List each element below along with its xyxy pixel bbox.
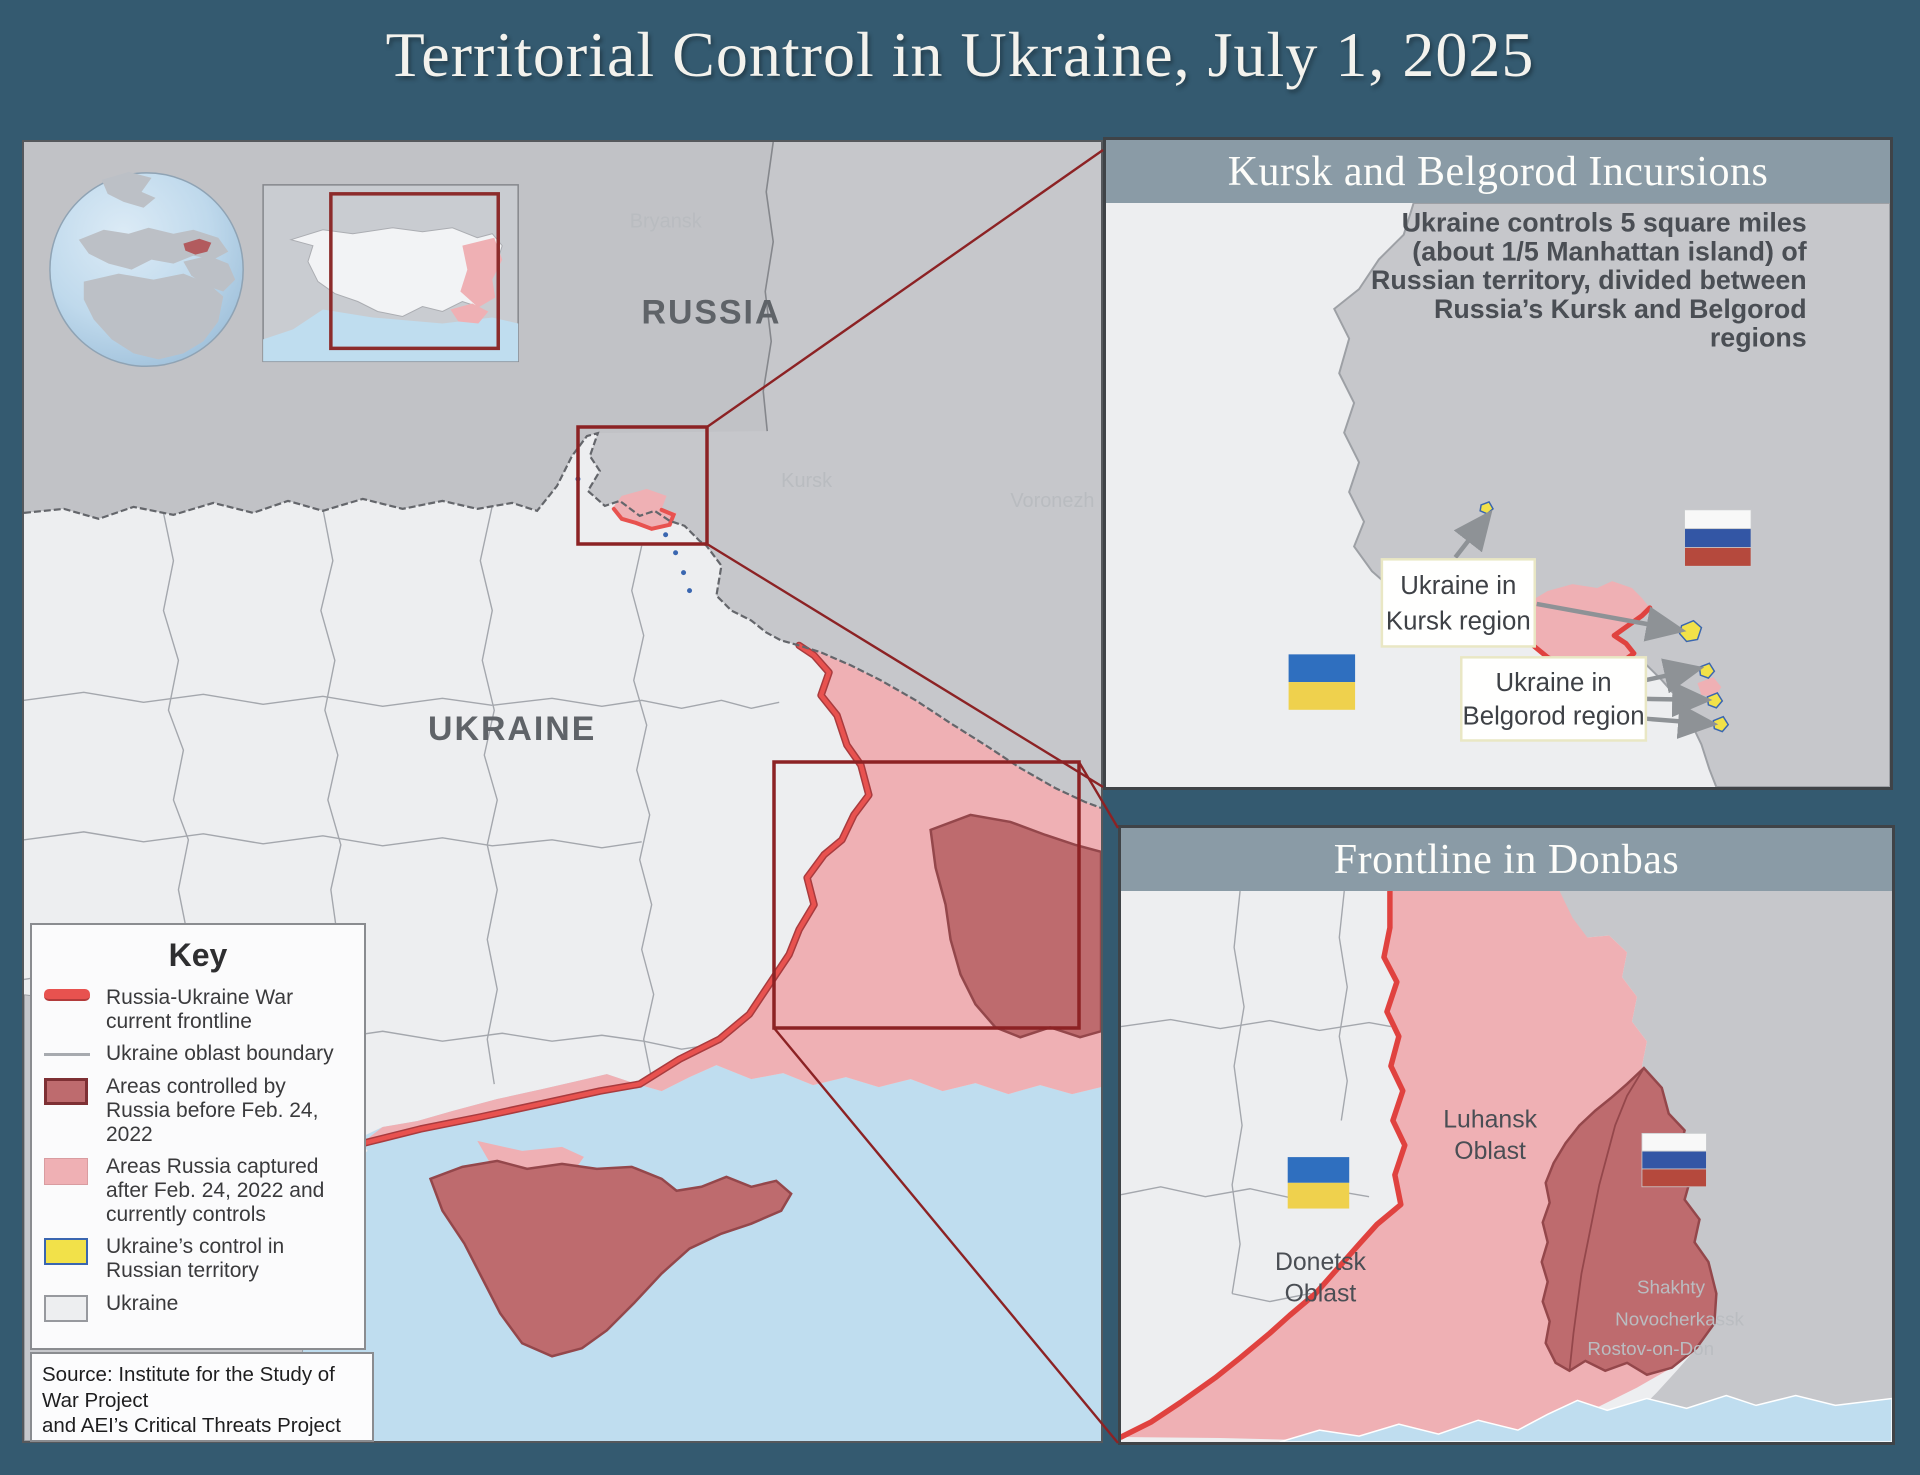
legend-label: Ukraine’s control in Russian territory [106,1235,285,1283]
locator-inset [262,184,519,363]
city-novocherkassk: Novocherkassk [1615,1308,1744,1329]
label-ukraine-in-kursk: Ukraine in Kursk region [1380,558,1536,648]
note-line: regions [1710,323,1807,353]
legend-label: Areas controlled by Russia before Feb. 2… [106,1075,319,1146]
label-line: Belgorod region [1463,703,1645,731]
faint-city-labels: Bryansk Kursk Voronezh [630,211,1095,512]
russia-flag-icon [1684,509,1752,567]
legend-label: Ukraine oblast boundary [106,1042,334,1066]
luhansk-label-line: Luhansk [1443,1106,1537,1133]
annotation-arrows [1453,509,1719,739]
city-kursk: Kursk [781,470,832,492]
oblast-line-swatch-icon [44,1045,94,1057]
legend-item-pre2022: Areas controlled by Russia before Feb. 2… [44,1075,352,1146]
legend-label: Ukraine [106,1291,179,1315]
note-line: Russian territory, divided between [1371,265,1807,295]
incursion-pink-area [1512,581,1650,671]
russia-flag-icon [1641,1132,1707,1188]
kursk-belgorod-panel: Kursk and Belgorod Incursions Ukraine co… [1103,137,1893,790]
locator-highlight-box [329,192,500,351]
donbas-map: Shakhty Novocherkassk Rostov-on-Don Luha… [1121,891,1892,1442]
donbas-panel-header: Frontline in Donbas [1121,828,1892,891]
source-line: and AEI’s Critical Threats Project [42,1414,341,1438]
russia-territory [1547,891,1892,1442]
label-line: Ukraine in [1496,669,1612,697]
legend-item-ukraine: Ukraine [44,1292,352,1322]
ukraine-label: UKRAINE [428,710,596,748]
label-line: Ukraine in [1400,572,1516,600]
kursk-note: Ukraine controls 5 square miles (about 1… [1371,208,1807,353]
donbas-panel: Frontline in Donbas Shakhty Novocherkass… [1118,825,1895,1445]
city-rostov: Rostov-on-Don [1587,1338,1714,1359]
kursk-panel-header: Kursk and Belgorod Incursions [1106,140,1890,203]
kursk-belgorod-map: Ukraine controls 5 square miles (about 1… [1106,203,1890,787]
frontline [1121,891,1408,1440]
label-line: Kursk region [1386,608,1531,636]
legend-label: Areas Russia captured after Feb. 24, 202… [106,1155,325,1226]
luhansk-label-line: Oblast [1454,1138,1526,1165]
oblast-labels: Luhansk Oblast Donetsk Oblast [1275,1106,1538,1307]
donetsk-label-line: Donetsk [1275,1249,1367,1276]
ukraine-flag-icon [1287,1157,1350,1209]
russia-label: RUSSIA [641,293,781,331]
legend-item-post2022: Areas Russia captured after Feb. 24, 202… [44,1155,352,1226]
ukraine-control-swatch-icon [44,1238,94,1266]
note-line: (about 1/5 Manhattan island) of [1412,236,1806,266]
ukraine-flag-icon [1288,654,1356,710]
legend-item-ukraine-control: Ukraine’s control in Russian territory [44,1235,352,1282]
ukraine-swatch-icon [44,1294,94,1322]
legend-item-oblast-boundary: Ukraine oblast boundary [44,1042,352,1066]
globe-ukraine-highlight [183,238,212,255]
legend-item-frontline: Russia-Ukraine War current frontline [44,986,352,1033]
note-line: Russia’s Kursk and Belgorod [1434,294,1807,324]
source-attribution: Source: Institute for the Study of War P… [30,1352,374,1442]
donetsk-label-line: Oblast [1285,1281,1357,1308]
legend-title: Key [168,937,228,973]
city-shakhty: Shakhty [1637,1277,1706,1298]
page-title: Territorial Control in Ukraine, July 1, … [385,19,1535,90]
label-ukraine-in-belgorod: Ukraine in Belgorod region [1460,656,1648,742]
city-voronezh: Voronezh [1010,490,1094,512]
source-line: Source: Institute for the Study of War P… [42,1363,335,1412]
faint-city-labels: Shakhty Novocherkassk Rostov-on-Don [1587,1277,1744,1359]
frontline-swatch-icon [44,989,94,1001]
pre2022-swatch-icon [44,1078,94,1106]
azov-sea [1279,1394,1892,1442]
dnr-lnr-boundary [1568,1067,1645,1371]
legend-label: Russia-Ukraine War current frontline [106,986,294,1033]
note-line: Ukraine controls 5 square miles [1402,208,1807,238]
map-legend: Key Russia-Ukraine War current frontline… [30,923,366,1350]
city-bryansk: Bryansk [630,211,702,233]
post2022-swatch-icon [44,1158,94,1186]
globe-inset-icon [49,171,244,368]
